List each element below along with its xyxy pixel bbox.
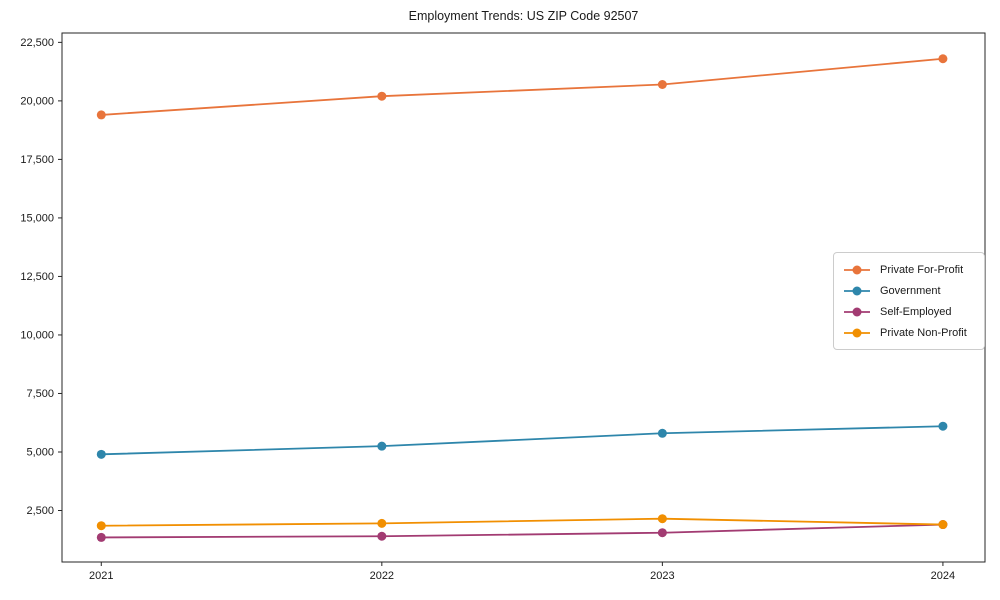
- legend-label: Private For-Profit: [880, 263, 964, 276]
- x-tick-label: 2022: [370, 570, 394, 582]
- x-tick-label: 2021: [89, 570, 113, 582]
- legend-marker-icon: [844, 286, 870, 295]
- x-tick-label: 2024: [931, 570, 955, 582]
- data-point-private-non-profit-2024: [938, 520, 948, 530]
- chart-title: Employment Trends: US ZIP Code 92507: [408, 9, 639, 23]
- legend-item-private-non-profit: Private Non-Profit: [843, 327, 975, 339]
- legend-marker-icon: [844, 265, 870, 274]
- data-point-private-for-profit-2022: [377, 91, 387, 101]
- series-line-government: [101, 425, 943, 456]
- legend: Private For-Profit Government Self-Employe…: [833, 252, 985, 350]
- data-point-private-for-profit-2023: [657, 79, 667, 89]
- data-point-private-non-profit-2023: [657, 514, 667, 524]
- legend-item-self-employed: Self-Employed: [843, 306, 975, 318]
- series-line-self-employed: [101, 523, 943, 539]
- data-point-government-2021: [96, 449, 106, 459]
- y-tick-label: 5,000: [26, 446, 54, 458]
- data-point-government-2023: [657, 428, 667, 438]
- legend-marker-icon: [844, 307, 870, 316]
- y-tick-label: 12,500: [20, 271, 54, 283]
- legend-label: Government: [880, 284, 941, 297]
- legend-marker-icon: [844, 328, 870, 337]
- legend-item-private-for-profit: Private For-Profit: [843, 264, 975, 276]
- series-line-private-for-profit: [101, 57, 944, 116]
- y-tick-label: 22,500: [20, 37, 54, 49]
- y-tick-label: 17,500: [20, 154, 54, 166]
- axis-frame: [61, 32, 986, 563]
- data-point-self-employed-2021: [96, 532, 106, 542]
- data-point-private-for-profit-2024: [938, 54, 948, 64]
- data-point-self-employed-2022: [377, 531, 387, 541]
- y-tick-label: 2,500: [26, 505, 54, 517]
- data-point-private-for-profit-2021: [96, 110, 106, 120]
- data-point-government-2024: [938, 421, 948, 431]
- series-line-private-non-profit: [101, 517, 943, 527]
- legend-label: Private Non-Profit: [880, 326, 967, 339]
- legend-label: Self-Employed: [880, 305, 952, 318]
- data-point-private-non-profit-2021: [96, 521, 106, 531]
- x-tick-label: 2023: [650, 570, 674, 582]
- legend-item-government: Government: [843, 285, 975, 297]
- y-tick-label: 20,000: [20, 95, 54, 107]
- y-tick-label: 7,500: [26, 388, 54, 400]
- y-tick-label: 15,000: [20, 212, 54, 224]
- y-tick-label: 10,000: [20, 329, 54, 341]
- data-point-self-employed-2023: [657, 528, 667, 538]
- data-point-private-non-profit-2022: [377, 518, 387, 528]
- data-point-government-2022: [377, 441, 387, 451]
